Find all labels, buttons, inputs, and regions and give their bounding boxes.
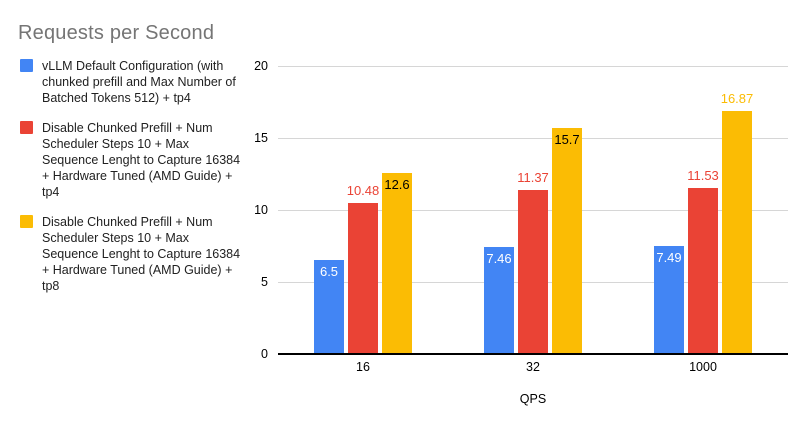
bar-value-label: 15.7 xyxy=(554,131,580,147)
bar-value-label: 10.48 xyxy=(346,183,380,199)
legend-swatch-icon xyxy=(20,59,33,72)
y-tick-label: 0 xyxy=(261,347,268,361)
x-category-label: 1000 xyxy=(689,360,717,374)
bar-value-label: 11.37 xyxy=(517,170,549,186)
legend-item: Disable Chunked Prefill + Num Scheduler … xyxy=(20,214,242,294)
x-axis-labels: 16 32 1000 xyxy=(278,360,788,374)
bar-group: 6.5 10.48 12.6 xyxy=(278,66,448,354)
bar: 11.37 xyxy=(517,170,549,354)
x-category-label: 32 xyxy=(526,360,540,374)
bar: 12.6 xyxy=(382,172,412,354)
bar-groups: 6.5 10.48 12.6 7.46 11.37 15.7 7.49 11.53 16.87 xyxy=(278,66,788,354)
x-axis-line xyxy=(278,353,788,355)
chart-title: Requests per Second xyxy=(18,22,215,44)
y-tick-label: 15 xyxy=(254,131,268,145)
bar-value-label: 11.53 xyxy=(687,167,719,183)
x-category-label: 16 xyxy=(356,360,370,374)
bar: 7.46 xyxy=(484,246,514,354)
bar-value-label: 12.6 xyxy=(384,176,410,192)
legend-label: Disable Chunked Prefill + Num Scheduler … xyxy=(42,121,241,199)
bar-group: 7.49 11.53 16.87 xyxy=(618,66,788,354)
y-tick-label: 10 xyxy=(254,203,268,217)
bar: 6.5 xyxy=(314,260,344,354)
legend-item: vLLM Default Configuration (with chunked… xyxy=(20,58,242,106)
legend-swatch-icon xyxy=(20,121,33,134)
bar: 15.7 xyxy=(552,127,582,354)
bar: 10.48 xyxy=(347,183,379,354)
bar-group: 7.46 11.37 15.7 xyxy=(448,66,618,354)
y-axis-ticks: 0 5 10 15 20 xyxy=(218,59,268,361)
bar-value-label: 6.5 xyxy=(319,264,339,280)
plot-area: 6.5 10.48 12.6 7.46 11.37 15.7 7.49 11.53 16.87 xyxy=(278,66,788,355)
y-tick-label: 5 xyxy=(261,275,268,289)
x-axis-title: QPS xyxy=(519,392,547,406)
bar-value-label: 16.87 xyxy=(720,91,754,107)
bar: 7.49 xyxy=(654,246,684,354)
bar: 16.87 xyxy=(721,91,753,354)
legend-swatch-icon xyxy=(20,215,33,228)
legend-item: Disable Chunked Prefill + Num Scheduler … xyxy=(20,120,242,200)
legend-label: vLLM Default Configuration (with chunked… xyxy=(42,59,236,105)
bar-value-label: 7.49 xyxy=(656,250,682,266)
y-tick-label: 20 xyxy=(254,59,268,73)
bar: 11.53 xyxy=(687,168,719,354)
legend-label: Disable Chunked Prefill + Num Scheduler … xyxy=(42,215,241,293)
legend: vLLM Default Configuration (with chunked… xyxy=(20,58,242,294)
gridline xyxy=(278,66,788,67)
bar-value-label: 7.46 xyxy=(486,250,512,266)
gridline xyxy=(278,138,788,139)
